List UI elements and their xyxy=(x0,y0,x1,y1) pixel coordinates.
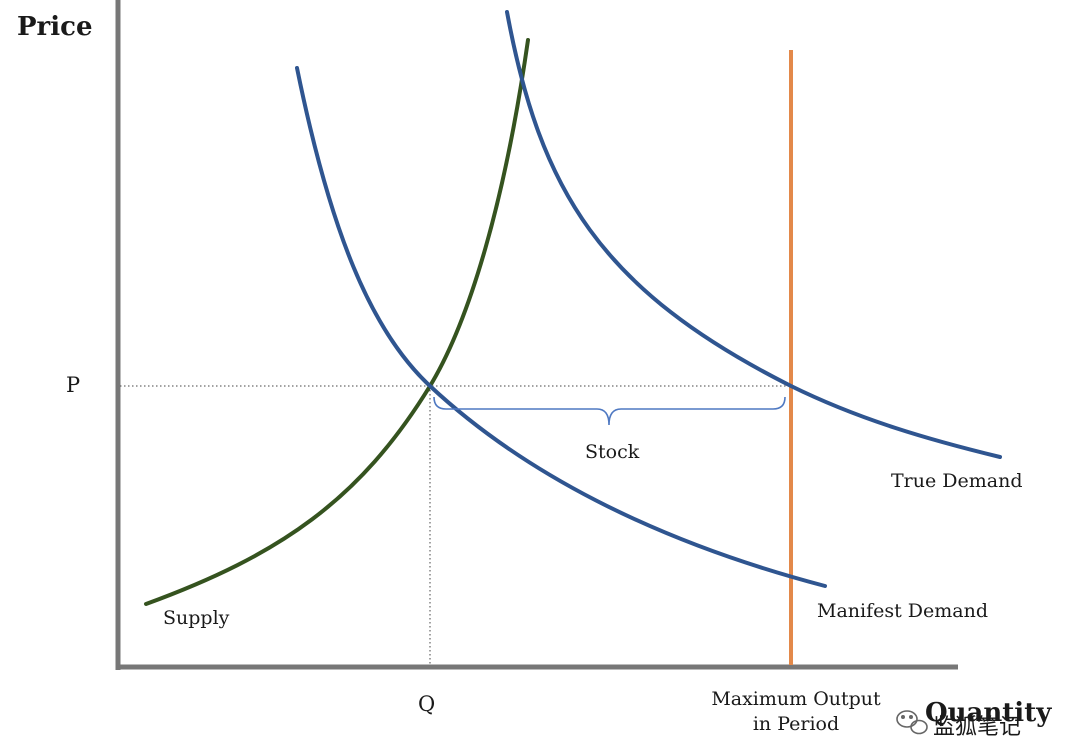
stock-brace xyxy=(433,396,786,426)
watermark-text: 监狐笔记 xyxy=(933,715,1021,740)
max-output-label-line1: Maximum Output xyxy=(711,688,881,710)
stock-label: Stock xyxy=(585,441,640,463)
true-demand-curve xyxy=(505,10,1002,459)
manifest-demand-curve xyxy=(295,66,827,588)
wechat-icon xyxy=(896,710,928,735)
watermark: 监狐笔记 xyxy=(896,710,1021,740)
max-output-label-line2: in Period xyxy=(753,713,839,735)
x-axis-title: Quantity xyxy=(925,698,1052,728)
supply-label: Supply xyxy=(163,607,230,629)
supply-curve xyxy=(144,38,530,606)
quantity-tick-label: Q xyxy=(418,692,435,716)
y-axis-title: Price xyxy=(17,12,93,42)
price-tick-label: P xyxy=(66,373,80,397)
true-demand-label: True Demand xyxy=(891,470,1023,492)
manifest-demand-label: Manifest Demand xyxy=(817,600,988,622)
